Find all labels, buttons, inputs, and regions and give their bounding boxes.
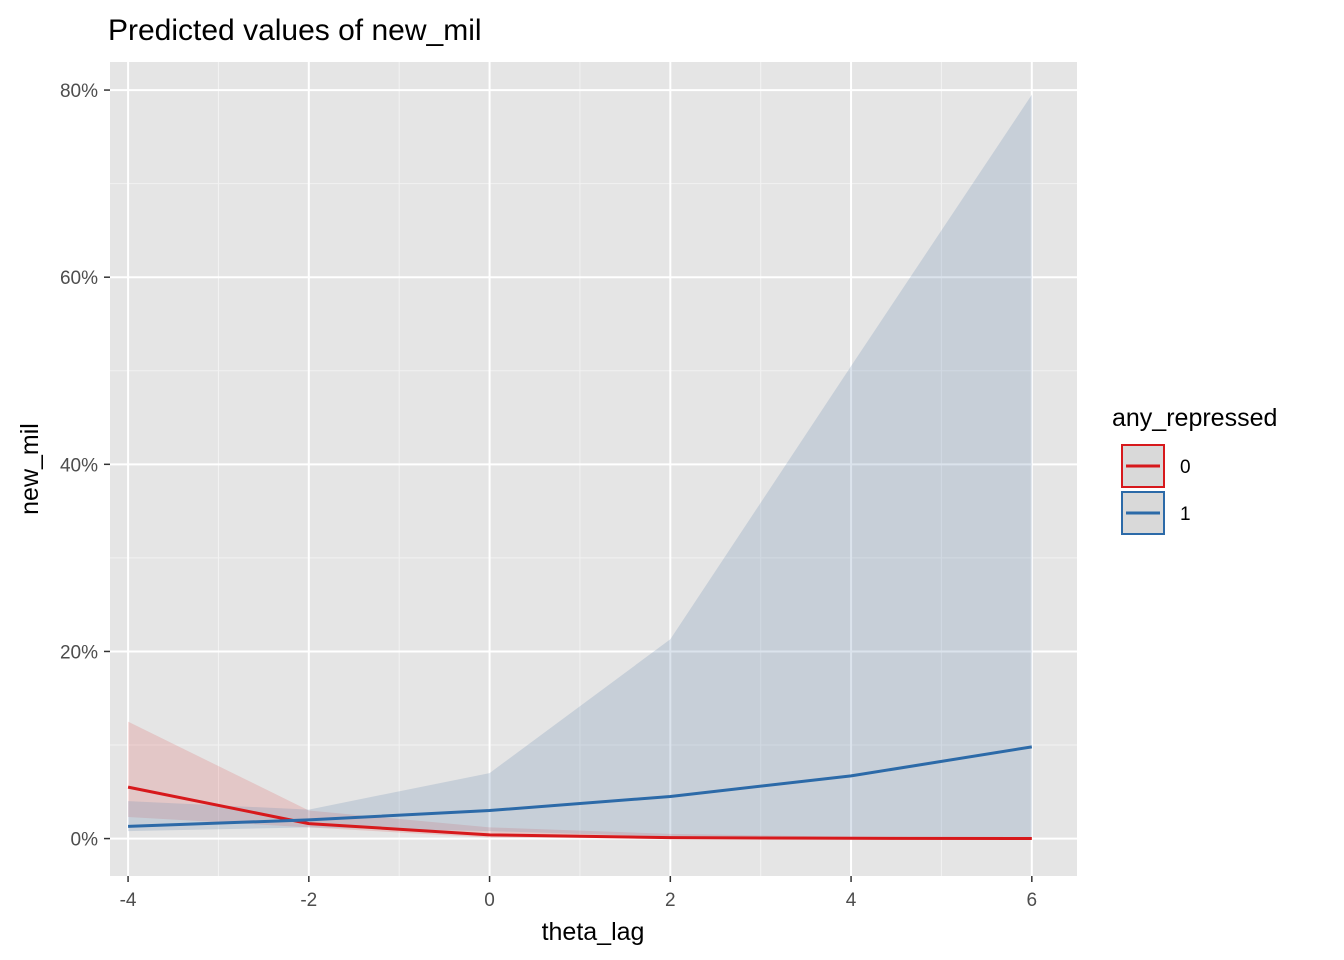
chart-title: Predicted values of new_mil [108, 14, 482, 47]
x-tick-label: 6 [1027, 890, 1038, 911]
x-tick-label: 0 [484, 890, 495, 911]
major-gridlines [110, 62, 1077, 876]
x-tick-label: -2 [300, 890, 317, 911]
minor-gridlines [110, 62, 1077, 876]
y-tick-label: 20% [60, 642, 98, 663]
ribbon-series-1 [128, 94, 1032, 839]
confidence-ribbons [128, 94, 1032, 839]
y-tick-label: 40% [60, 455, 98, 476]
legend: any_repressed 01 [1112, 404, 1277, 535]
series-lines [127, 745, 1033, 840]
x-axis-title: theta_lag [542, 918, 645, 946]
y-tick-label: 0% [71, 830, 99, 851]
legend-label-1: 1 [1180, 504, 1191, 525]
x-tick-label: 4 [846, 890, 857, 911]
y-axis: 0% 20% 40% 60% 80% [60, 81, 110, 851]
x-axis: -4 -2 0 2 4 6 [120, 876, 1037, 911]
legend-title: any_repressed [1112, 404, 1277, 432]
line-series-0 [127, 785, 1032, 840]
plot-panel [110, 62, 1077, 876]
x-tick-label: 2 [665, 890, 676, 911]
y-axis-title: new_mil [16, 423, 44, 515]
line-series-1 [128, 745, 1033, 828]
legend-label-0: 0 [1180, 457, 1191, 478]
legend-items: 01 [1121, 444, 1191, 535]
y-tick-label: 80% [60, 81, 98, 102]
x-tick-label: -4 [120, 890, 137, 911]
y-tick-label: 60% [60, 268, 98, 289]
